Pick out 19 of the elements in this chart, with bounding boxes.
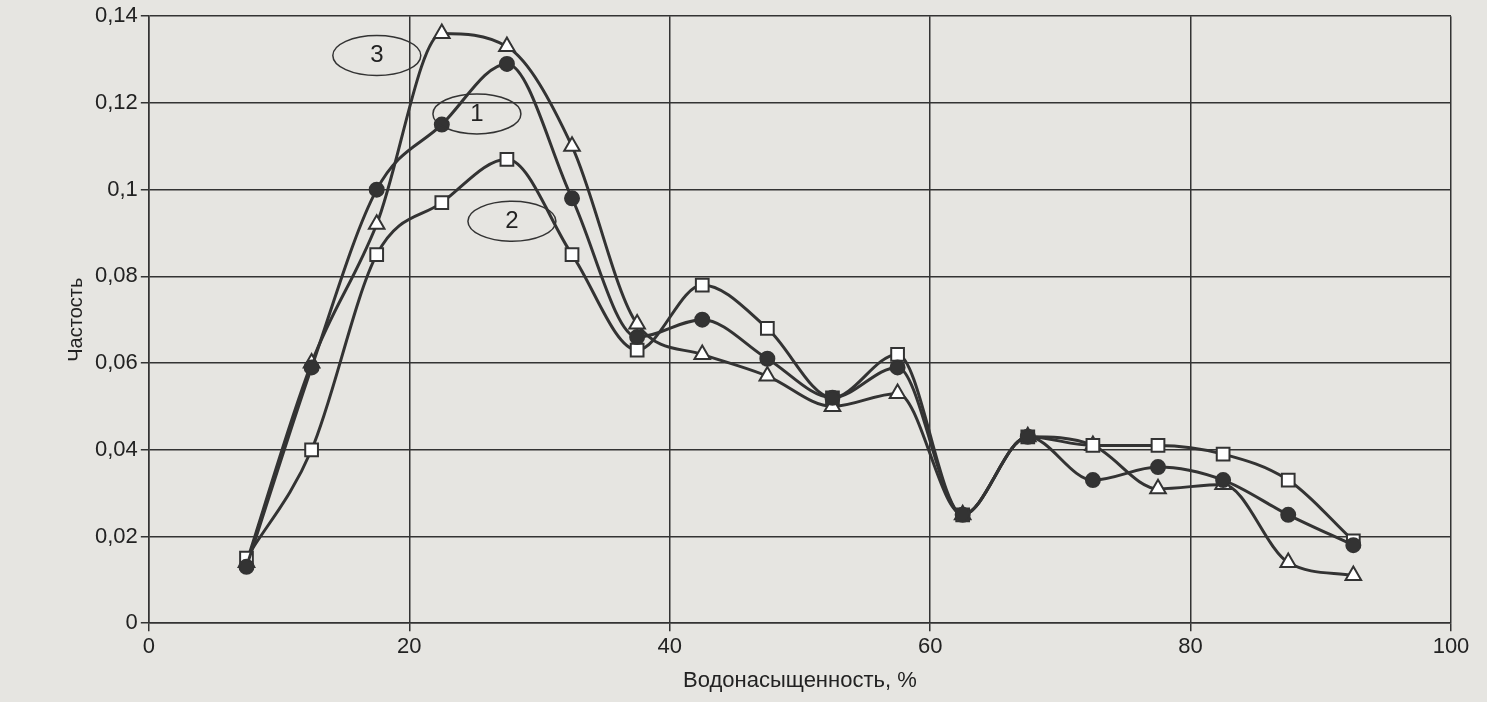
x-tick-label: 80 — [1178, 633, 1203, 659]
y-tick-label: 0,04 — [94, 435, 138, 461]
x-tick-label: 0 — [142, 633, 155, 659]
x-tick-label: 60 — [917, 633, 943, 659]
y-tick-label: 0,02 — [94, 522, 138, 548]
x-tick-label: 40 — [657, 633, 682, 659]
y-tick-label: 0,06 — [94, 349, 138, 375]
y-tick-label: 0 — [125, 609, 138, 635]
series-label: 1 — [470, 98, 484, 126]
x-tick-label: 100 — [1432, 633, 1470, 659]
x-tick-label: 20 — [397, 633, 422, 659]
y-tick-label: 0,08 — [94, 262, 138, 288]
y-tick-label: 0,1 — [107, 175, 138, 201]
series-label: 3 — [370, 40, 384, 68]
y-tick-label: 0,12 — [94, 88, 138, 114]
x-axis-title: Водонасыщенность, % — [683, 666, 917, 692]
series-label: 2 — [505, 205, 519, 233]
y-axis-title: Частость — [63, 277, 86, 362]
y-tick-label: 0,14 — [94, 2, 138, 28]
